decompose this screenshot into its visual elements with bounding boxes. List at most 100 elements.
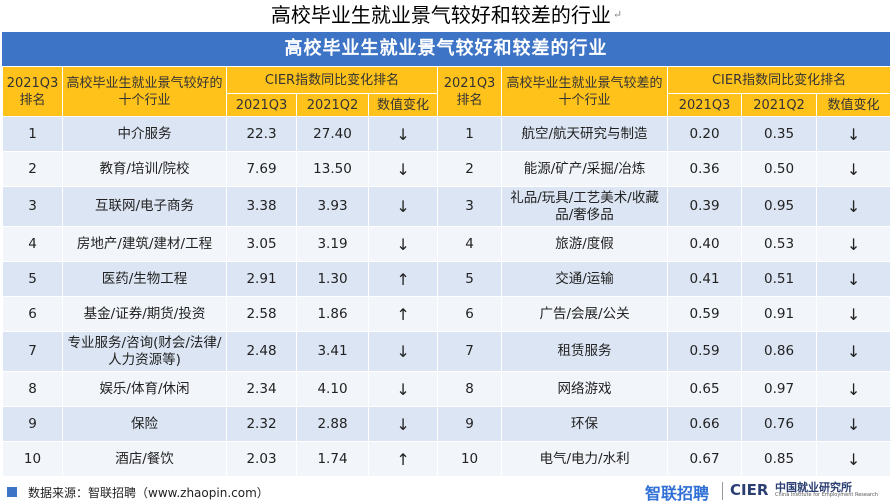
- good-industry-cell: 基金/证券/期货/投资: [62, 296, 227, 332]
- good-q2-cell: 3.93: [296, 186, 369, 227]
- bad-q3-cell: 0.59: [667, 331, 743, 372]
- cier-logo-cn: 中国就业研究所: [775, 481, 852, 494]
- bad-industry-cell: 广告/会展/公关: [501, 296, 669, 332]
- good-change-cell: ↓: [367, 116, 439, 152]
- rank-cell: 6: [2, 296, 63, 332]
- industry-table: 2021Q3排名 高校毕业生就业景气较好的十个行业 CIER指数同比变化排名 2…: [2, 66, 892, 477]
- good-q3-cell: 2.03: [226, 441, 297, 477]
- rank-cell: 4: [2, 226, 63, 262]
- header-good-q3: 2021Q3: [226, 93, 297, 117]
- good-industry-cell: 房地产/建筑/建材/工程: [62, 226, 227, 262]
- good-q3-cell: 7.69: [226, 151, 297, 187]
- bad-q2-cell: 0.86: [741, 331, 818, 372]
- bad-q2-cell: 0.91: [741, 296, 818, 332]
- bad-q2-cell: 0.76: [741, 406, 818, 442]
- bad-q2-cell: 0.50: [741, 151, 818, 187]
- rank-cell-bad: 3: [437, 186, 503, 227]
- cier-logo: CIER: [730, 481, 769, 499]
- good-change-cell: ↓: [367, 331, 439, 372]
- bad-industry-cell: 网络游戏: [501, 371, 669, 407]
- data-source: 数据来源：智联招聘（www.zhaopin.com）: [28, 486, 269, 500]
- good-q2-cell: 1.74: [296, 441, 369, 477]
- table-row: 8 娱乐/体育/休闲 2.34 4.10 ↓ 8 网络游戏 0.65 0.97 ↓: [2, 371, 892, 407]
- bad-q2-cell: 0.97: [741, 371, 818, 407]
- bad-industry-cell: 能源/矿产/采掘/冶炼: [501, 151, 669, 187]
- rank-cell-bad: 5: [437, 261, 503, 297]
- rank-cell-bad: 7: [437, 331, 503, 372]
- good-industry-cell: 保险: [62, 406, 227, 442]
- bad-q3-cell: 0.66: [667, 406, 743, 442]
- bad-change-cell: ↓: [816, 296, 892, 332]
- rank-cell-bad: 4: [437, 226, 503, 262]
- rank-cell: 8: [2, 371, 63, 407]
- rank-cell: 2: [2, 151, 63, 187]
- rank-cell: 9: [2, 406, 63, 442]
- bad-industry-cell: 交通/运输: [501, 261, 669, 297]
- bad-q3-cell: 0.65: [667, 371, 743, 407]
- rank-cell: 1: [2, 116, 63, 152]
- good-industry-cell: 互联网/电子商务: [62, 186, 227, 227]
- good-q3-cell: 3.05: [226, 226, 297, 262]
- rank-cell: 3: [2, 186, 63, 227]
- good-change-cell: ↓: [367, 226, 439, 262]
- table-row: 6 基金/证券/期货/投资 2.58 1.86 ↑ 6 广告/会展/公关 0.59 0.91 ↓: [2, 296, 892, 332]
- header-row-1: 2021Q3排名 高校毕业生就业景气较好的十个行业 CIER指数同比变化排名 2…: [2, 66, 892, 117]
- good-change-cell: ↓: [367, 406, 439, 442]
- good-industry-cell: 中介服务: [62, 116, 227, 152]
- rank-cell: 10: [2, 441, 63, 477]
- bad-change-cell: ↓: [816, 186, 892, 227]
- rank-cell-bad: 8: [437, 371, 503, 407]
- bad-q2-cell: 0.95: [741, 186, 818, 227]
- bad-q3-cell: 0.41: [667, 261, 743, 297]
- source-bullet-icon: [7, 487, 17, 497]
- bad-industry-cell: 租赁服务: [501, 331, 669, 372]
- bad-industry-cell: 旅游/度假: [501, 226, 669, 262]
- bad-change-cell: ↓: [816, 116, 892, 152]
- good-q3-cell: 2.58: [226, 296, 297, 332]
- header-bad-industries: 高校毕业生就业景气较差的十个行业: [501, 66, 669, 117]
- bad-change-cell: ↓: [816, 261, 892, 297]
- table-row: 9 保险 2.32 2.88 ↓ 9 环保 0.66 0.76 ↓: [2, 406, 892, 442]
- header-good-change: 数值变化: [367, 93, 439, 117]
- bad-q3-cell: 0.67: [667, 441, 743, 477]
- bad-change-cell: ↓: [816, 331, 892, 372]
- header-cier-group-bad: CIER指数同比变化排名: [667, 66, 892, 94]
- good-q2-cell: 13.50: [296, 151, 369, 187]
- bad-q3-cell: 0.59: [667, 296, 743, 332]
- good-q2-cell: 1.86: [296, 296, 369, 332]
- table-row: 7 专业服务/咨询(财会/法律/人力资源等) 2.48 3.41 ↓ 7 租赁服务 0.59 0…: [2, 331, 892, 372]
- header-bad-q3: 2021Q3: [667, 93, 743, 117]
- good-q2-cell: 3.41: [296, 331, 369, 372]
- good-q2-cell: 27.40: [296, 116, 369, 152]
- bad-q2-cell: 0.51: [741, 261, 818, 297]
- bad-q2-cell: 0.53: [741, 226, 818, 262]
- good-q3-cell: 2.32: [226, 406, 297, 442]
- header-good-industries: 高校毕业生就业景气较好的十个行业: [62, 66, 227, 117]
- header-rank-good: 2021Q3排名: [2, 66, 63, 117]
- bad-q2-cell: 0.85: [741, 441, 818, 477]
- good-change-cell: ↓: [367, 151, 439, 187]
- good-q3-cell: 2.91: [226, 261, 297, 297]
- table-row: 5 医药/生物工程 2.91 1.30 ↑ 5 交通/运输 0.41 0.51 ↓: [2, 261, 892, 297]
- good-change-cell: ↑: [367, 261, 439, 297]
- good-q2-cell: 4.10: [296, 371, 369, 407]
- bad-q3-cell: 0.20: [667, 116, 743, 152]
- table-caption: 高校毕业生就业景气较好和较差的行业: [2, 32, 890, 66]
- good-industry-cell: 教育/培训/院校: [62, 151, 227, 187]
- good-change-cell: ↓: [367, 371, 439, 407]
- bad-q3-cell: 0.36: [667, 151, 743, 187]
- bad-change-cell: ↓: [816, 406, 892, 442]
- bad-industry-cell: 航空/航天研究与制造: [501, 116, 669, 152]
- good-q3-cell: 2.34: [226, 371, 297, 407]
- rank-cell-bad: 9: [437, 406, 503, 442]
- bad-change-cell: ↓: [816, 226, 892, 262]
- table-row: 2 教育/培训/院校 7.69 13.50 ↓ 2 能源/矿产/采掘/冶炼 0.36 0.50 ↓: [2, 151, 892, 187]
- table-row: 10 酒店/餐饮 2.03 1.74 ↑ 10 电气/电力/水利 0.67 0.85 ↓: [2, 441, 892, 477]
- header-rank-bad: 2021Q3排名: [437, 66, 503, 117]
- good-change-cell: ↑: [367, 296, 439, 332]
- header-bad-change: 数值变化: [816, 93, 892, 117]
- rank-cell-bad: 1: [437, 116, 503, 152]
- footer: 数据来源：智联招聘（www.zhaopin.com） 智联招聘 CIER 中国就…: [0, 476, 893, 503]
- good-q2-cell: 2.88: [296, 406, 369, 442]
- table-row: 3 互联网/电子商务 3.38 3.93 ↓ 3 礼品/玩具/工艺美术/收藏品/奢侈品 0.3…: [2, 186, 892, 227]
